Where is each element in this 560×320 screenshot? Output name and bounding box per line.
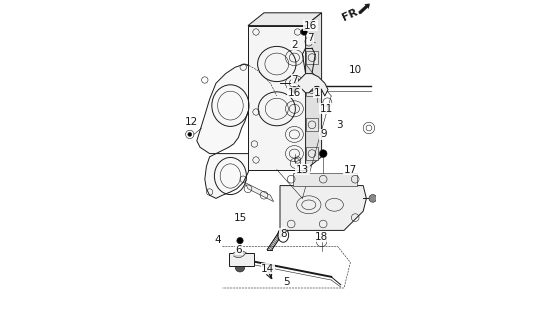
Ellipse shape <box>235 262 245 272</box>
Text: 12: 12 <box>185 116 198 127</box>
Ellipse shape <box>301 29 307 35</box>
Text: 18: 18 <box>315 232 328 242</box>
Text: FR.: FR. <box>340 5 363 23</box>
Polygon shape <box>296 74 328 96</box>
Text: 3: 3 <box>336 120 343 130</box>
Text: 7: 7 <box>307 33 314 44</box>
Text: 9: 9 <box>320 129 326 140</box>
Polygon shape <box>280 186 366 230</box>
Text: 8: 8 <box>280 228 287 239</box>
Ellipse shape <box>188 132 192 136</box>
Text: 5: 5 <box>283 276 290 287</box>
Text: 16: 16 <box>304 20 317 31</box>
Polygon shape <box>306 147 319 160</box>
Polygon shape <box>293 173 357 186</box>
Polygon shape <box>248 26 306 170</box>
Text: 2: 2 <box>291 40 298 50</box>
Ellipse shape <box>319 150 327 157</box>
Polygon shape <box>205 154 253 198</box>
Text: 16: 16 <box>288 88 301 98</box>
Text: 7: 7 <box>291 75 298 85</box>
Ellipse shape <box>237 237 243 244</box>
Polygon shape <box>306 51 319 64</box>
Polygon shape <box>197 64 258 154</box>
Text: 13: 13 <box>296 164 309 175</box>
Ellipse shape <box>291 86 297 93</box>
Polygon shape <box>229 253 254 266</box>
Polygon shape <box>306 13 321 170</box>
FancyArrow shape <box>359 4 370 14</box>
Polygon shape <box>306 83 319 96</box>
Polygon shape <box>248 13 321 26</box>
Ellipse shape <box>369 195 377 202</box>
Text: 14: 14 <box>261 264 274 274</box>
Text: 17: 17 <box>344 164 357 175</box>
Polygon shape <box>234 251 246 258</box>
Polygon shape <box>245 182 274 202</box>
Text: 6: 6 <box>236 244 242 255</box>
Text: 1: 1 <box>314 88 320 98</box>
Text: 10: 10 <box>349 65 362 76</box>
Text: 15: 15 <box>234 212 246 223</box>
Polygon shape <box>306 118 319 131</box>
Text: 11: 11 <box>320 104 333 114</box>
Text: 4: 4 <box>214 235 221 245</box>
